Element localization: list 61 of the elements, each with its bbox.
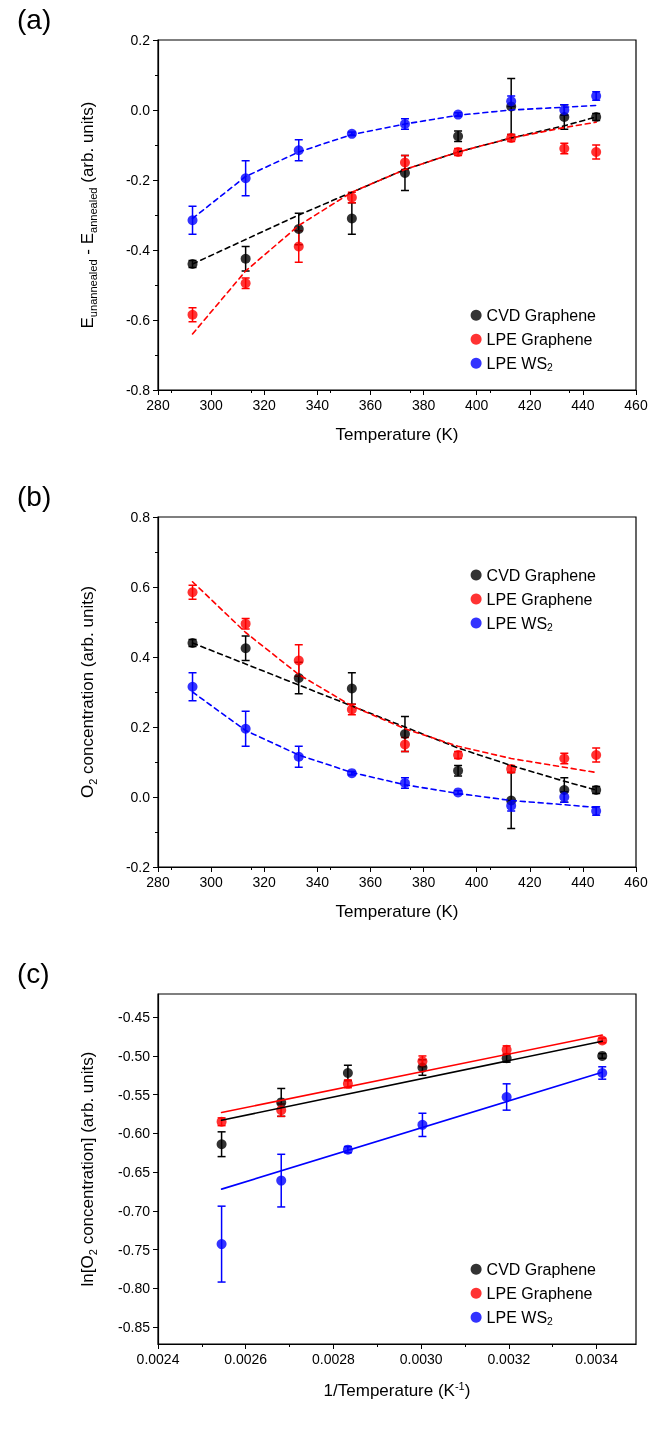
legend-label: LPE Graphene — [486, 330, 593, 348]
y-axis-title: O2 concentration (arb. units) — [77, 585, 99, 799]
x-tick-label: 320 — [252, 397, 277, 413]
x-tick-label: 340 — [305, 874, 330, 890]
x-tick-label: 0.0030 — [399, 1351, 443, 1367]
chart-title: (a) — [17, 3, 52, 35]
y-tick-label: 0.2 — [130, 719, 151, 735]
x-tick-label: 420 — [518, 874, 542, 890]
x-tick-label: 460 — [624, 397, 648, 413]
y-tick-label: -0.8 — [125, 382, 151, 398]
x-tick-label: 400 — [464, 874, 489, 890]
x-tick-label: 320 — [252, 874, 277, 890]
x-tick-label: 420 — [518, 397, 542, 413]
y-tick-label: -0.45 — [118, 1009, 151, 1026]
x-tick-label: 360 — [358, 397, 383, 413]
x-tick-label: 280 — [146, 874, 170, 890]
y-axis-title: Eunannealed - Eannealed (arb. units) — [77, 101, 99, 329]
y-tick-label: 0.2 — [130, 32, 151, 48]
x-tick-label: 300 — [199, 397, 223, 413]
x-tick-label: 0.0024 — [136, 1351, 180, 1367]
x-axis-title: Temperature (K) — [335, 902, 459, 921]
y-tick-label: 0.6 — [130, 579, 151, 595]
y-tick-label: -0.4 — [125, 242, 151, 258]
x-tick-label: 460 — [624, 874, 648, 890]
x-tick-label: 380 — [411, 874, 436, 890]
y-axis-title: ln[O2 concentration] (arb. units) — [77, 1051, 99, 1287]
legend-label: LPE Graphene — [486, 1284, 593, 1302]
x-tick-label: 340 — [305, 397, 330, 413]
y-tick-label: -0.2 — [125, 172, 151, 188]
x-tick-label: 300 — [199, 874, 223, 890]
y-tick-label: 0.0 — [130, 102, 151, 118]
x-tick-label: 440 — [571, 874, 595, 890]
y-tick-label: -0.6 — [125, 312, 151, 328]
y-tick-label: -0.80 — [118, 1280, 151, 1297]
y-tick-label: -0.50 — [118, 1047, 151, 1064]
x-tick-label: 360 — [358, 874, 383, 890]
y-tick-label: -0.55 — [118, 1086, 151, 1103]
y-tick-label: -0.70 — [118, 1202, 151, 1219]
x-tick-label: 0.0026 — [224, 1351, 268, 1367]
y-tick-label: -0.2 — [125, 859, 151, 875]
chart-title: (b) — [17, 480, 52, 512]
x-tick-label: 0.0028 — [312, 1351, 356, 1367]
x-tick-label: 0.0034 — [575, 1351, 619, 1367]
legend-label: CVD Graphene — [486, 1260, 597, 1278]
legend-label: LPE Graphene — [486, 590, 593, 608]
legend-label: CVD Graphene — [486, 566, 597, 584]
x-tick-label: 400 — [464, 397, 489, 413]
chart-title: (c) — [17, 957, 50, 989]
y-tick-label: -0.65 — [118, 1164, 151, 1181]
x-tick-label: 380 — [411, 397, 436, 413]
y-tick-label: 0.8 — [130, 509, 151, 525]
x-tick-label: 0.0032 — [487, 1351, 531, 1367]
y-tick-label: 0.4 — [130, 649, 151, 665]
y-tick-label: -0.75 — [118, 1241, 151, 1258]
y-tick-label: -0.60 — [118, 1125, 151, 1142]
x-tick-label: 280 — [146, 397, 170, 413]
legend-label: CVD Graphene — [486, 306, 597, 324]
y-tick-label: 0.0 — [130, 789, 151, 805]
x-axis-title: Temperature (K) — [335, 425, 459, 444]
x-tick-label: 440 — [571, 397, 595, 413]
y-tick-label: -0.85 — [118, 1318, 151, 1335]
